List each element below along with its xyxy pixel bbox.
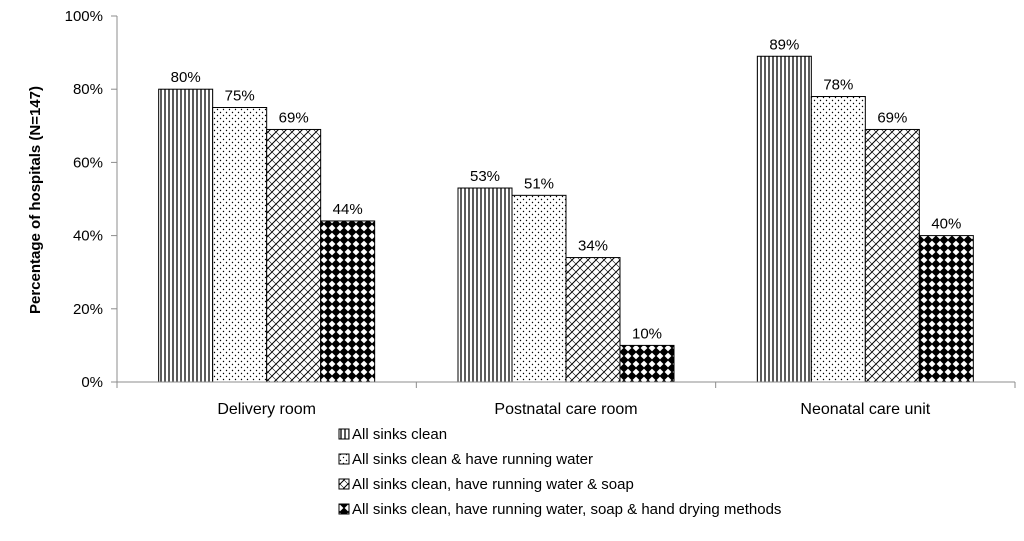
bar-data-label: 75% bbox=[225, 88, 255, 105]
bar-data-label: 10% bbox=[632, 325, 662, 342]
bar bbox=[810, 96, 866, 383]
bar-data-label: 78% bbox=[823, 77, 853, 94]
y-tick-label: 20% bbox=[73, 301, 103, 318]
bar bbox=[266, 128, 322, 383]
legend-label: All sinks clean bbox=[352, 426, 447, 443]
bar bbox=[457, 187, 513, 383]
bar bbox=[212, 107, 268, 383]
bar-data-label: 69% bbox=[877, 109, 907, 126]
bar bbox=[158, 88, 214, 383]
bar bbox=[619, 344, 675, 383]
bar-data-label: 44% bbox=[333, 201, 363, 218]
bar-data-label: 53% bbox=[470, 168, 500, 185]
bar-data-label: 51% bbox=[524, 175, 554, 192]
legend-label: All sinks clean & have running water bbox=[352, 451, 593, 468]
legend-label: All sinks clean, have running water, soa… bbox=[352, 501, 781, 518]
bar bbox=[511, 194, 567, 383]
y-axis-title: Percentage of hospitals (N=147) bbox=[27, 86, 44, 314]
bar-data-label: 69% bbox=[279, 109, 309, 126]
y-tick-label: 40% bbox=[73, 228, 103, 245]
bar-data-label: 89% bbox=[769, 36, 799, 53]
bar bbox=[756, 55, 812, 383]
bar-data-label: 34% bbox=[578, 238, 608, 255]
legend-label: All sinks clean, have running water & so… bbox=[352, 476, 634, 493]
legend-swatch bbox=[338, 453, 350, 465]
category-label: Postnatal care room bbox=[494, 401, 637, 418]
legend-swatch bbox=[338, 503, 350, 515]
bar bbox=[864, 128, 920, 383]
bar-data-label: 80% bbox=[171, 69, 201, 86]
legend-swatch bbox=[338, 478, 350, 490]
legend: All sinks clean All sinks clean & have ru… bbox=[338, 426, 781, 518]
category-label: Neonatal care unit bbox=[800, 401, 930, 418]
bar bbox=[565, 257, 621, 383]
y-tick-label: 100% bbox=[65, 8, 103, 25]
category-label: Delivery room bbox=[217, 401, 316, 418]
legend-swatch bbox=[338, 428, 350, 440]
bar-data-label: 40% bbox=[931, 216, 961, 233]
bar bbox=[918, 235, 974, 383]
y-tick-label: 0% bbox=[81, 374, 103, 391]
y-tick-label: 80% bbox=[73, 81, 103, 98]
bar bbox=[320, 220, 376, 383]
y-tick-label: 60% bbox=[73, 154, 103, 171]
